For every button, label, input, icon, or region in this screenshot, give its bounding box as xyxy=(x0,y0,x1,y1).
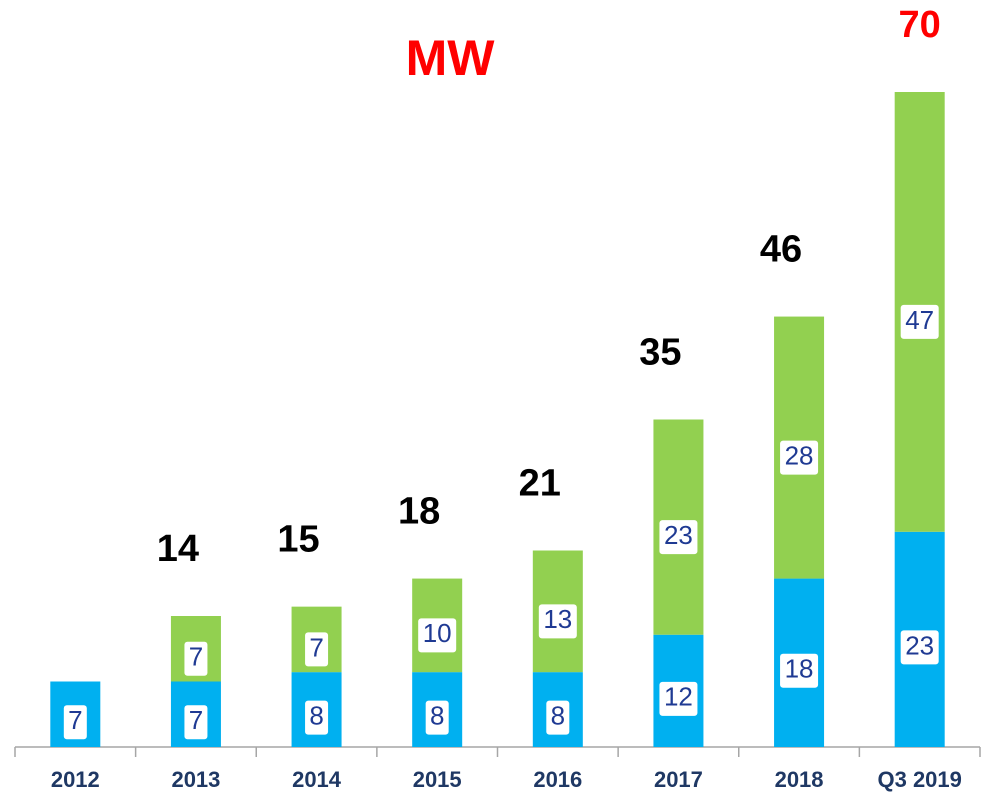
value-label: 7 xyxy=(309,632,323,662)
value-label-bg xyxy=(63,705,87,740)
value-label-bg xyxy=(900,630,939,665)
value-label: 13 xyxy=(543,604,572,634)
value-label-bg xyxy=(305,632,329,667)
total-label: 21 xyxy=(519,463,561,505)
x-tick-label: 2014 xyxy=(292,767,342,792)
total-label: 15 xyxy=(277,519,319,561)
value-label: 7 xyxy=(189,642,203,672)
value-label: 23 xyxy=(905,630,934,660)
value-label-bg xyxy=(780,653,819,688)
x-tick-label: 2017 xyxy=(654,767,703,792)
value-label: 7 xyxy=(189,705,203,735)
value-label-bg xyxy=(659,681,698,716)
value-label: 8 xyxy=(309,700,323,730)
value-label-bg xyxy=(184,705,208,740)
value-label-bg xyxy=(546,700,570,735)
x-tick-label: 2013 xyxy=(171,767,220,792)
value-label-bg xyxy=(305,700,329,735)
value-label-bg xyxy=(900,304,939,339)
value-label: 8 xyxy=(551,700,565,730)
value-label: 10 xyxy=(423,618,452,648)
value-label-bg xyxy=(538,604,577,639)
value-label: 12 xyxy=(664,682,693,712)
value-label: 28 xyxy=(785,440,814,470)
value-label: 7 xyxy=(68,705,82,735)
chart-title: MW xyxy=(406,30,496,86)
value-label-bg xyxy=(780,440,819,475)
total-label: 18 xyxy=(398,491,440,533)
value-label-bg xyxy=(184,641,208,676)
x-tick-label: 2016 xyxy=(533,767,582,792)
value-label: 18 xyxy=(785,654,814,684)
value-label-bg xyxy=(659,520,698,555)
total-label: 70 xyxy=(899,4,941,46)
total-label: 35 xyxy=(639,332,681,374)
value-label: 47 xyxy=(905,305,934,335)
x-tick-label: 2012 xyxy=(51,767,100,792)
total-label: 14 xyxy=(157,528,199,570)
value-label: 23 xyxy=(664,520,693,550)
value-label: 8 xyxy=(430,700,444,730)
value-label-bg xyxy=(418,618,457,653)
value-label-bg xyxy=(425,700,449,735)
x-tick-label: Q3 2019 xyxy=(877,767,961,792)
x-tick-label: 2015 xyxy=(413,767,462,792)
x-tick-label: 2018 xyxy=(775,767,824,792)
total-label: 46 xyxy=(760,229,802,271)
